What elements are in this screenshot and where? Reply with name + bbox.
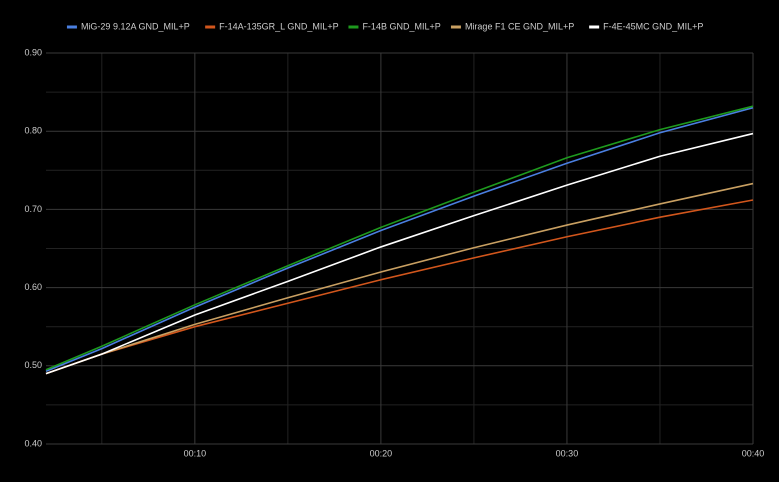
legend-label: Mirage F1 CE GND_MIL+P [465,21,574,31]
y-tick-label: 0.50 [24,360,42,370]
series-line [45,105,754,371]
legend-label: MiG-29 9.12A GND_MIL+P [81,21,190,31]
y-tick-label: 0.70 [24,204,42,214]
series-line [45,199,754,375]
x-tick-label: 00:30 [556,448,579,458]
x-tick-label: 00:10 [184,448,207,458]
legend-label: F-14B GND_MIL+P [362,21,440,31]
y-tick-label: 0.60 [24,282,42,292]
x-tick-label: 00:40 [742,448,765,458]
series-line [45,182,754,375]
legend-label: F-14A-135GR_L GND_MIL+P [219,21,338,31]
series-line [45,106,754,373]
legend-label: F-4E-45MC GND_MIL+P [603,21,703,31]
y-tick-label: 0.90 [24,47,42,57]
y-tick-label: 0.80 [24,126,42,136]
x-tick-label: 00:20 [370,448,393,458]
series-line [45,132,754,375]
y-tick-label: 0.40 [24,438,42,448]
